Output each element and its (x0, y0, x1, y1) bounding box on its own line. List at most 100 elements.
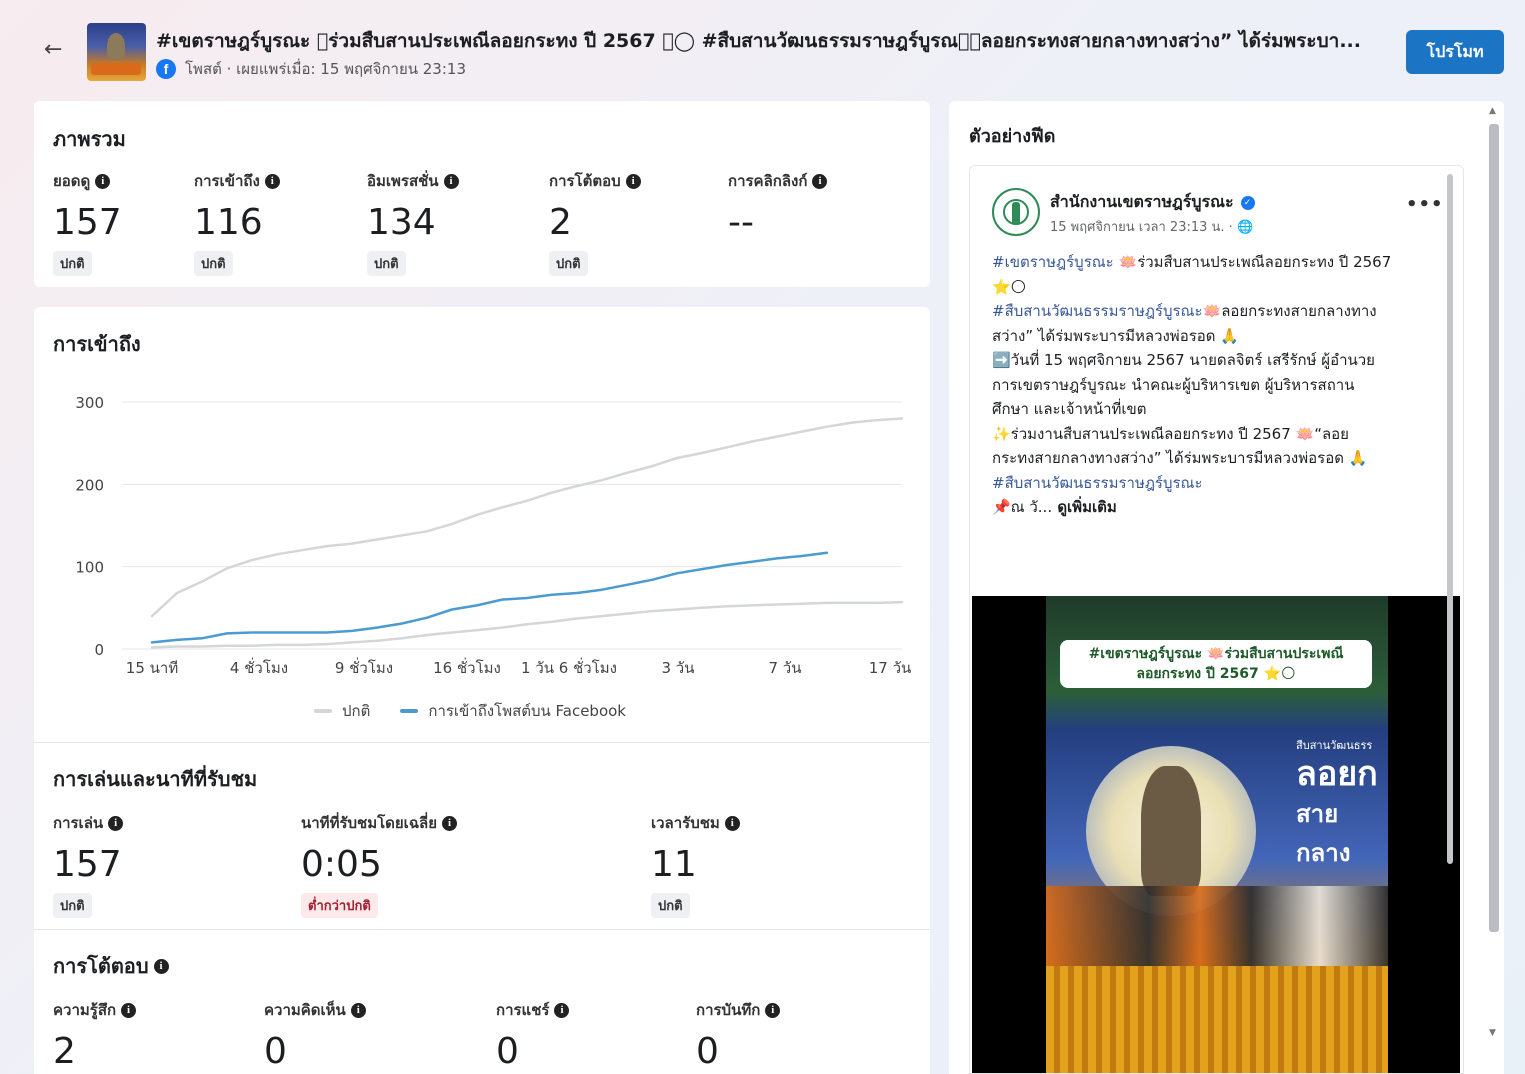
page-avatar[interactable] (992, 188, 1040, 236)
metric-label-text: การโต้ตอบ (549, 172, 621, 190)
y-tick-label: 200 (75, 476, 104, 494)
info-icon[interactable]: i (812, 173, 828, 189)
post-text: ศึกษา และเจ้าหน้าที่เขต (992, 400, 1147, 418)
post-text: 🪷ร่วมสืบสานประเพณีลอยกระทง ปี 2567 (1113, 253, 1392, 271)
metric-label-text: ความรู้สึก (53, 1001, 117, 1019)
scroll-thumb[interactable] (1489, 124, 1499, 932)
info-icon[interactable]: i (95, 173, 111, 189)
metric-card: เวลารับชม i 11 ปกติ (651, 811, 740, 918)
hashtag-link[interactable]: #สืบสานวัฒนธรรมราษฎร์บูรณะ (992, 302, 1203, 320)
metric-card: การบันทึก i 0 (696, 998, 781, 1072)
legend-item-normal[interactable]: ปกติ (314, 699, 370, 723)
metric-label-text: เวลารับชม (651, 814, 720, 832)
metric-label: นาทีที่รับชมโดยเฉลี่ย i (301, 811, 458, 835)
page-name[interactable]: สำนักงานเขตราษฎร์บูรณะ ✓ (1050, 190, 1255, 215)
engagement-title-text: การโต้ตอบ (53, 954, 149, 978)
reach-chart: 300 200 100 0 15 นาที 4 ชั่วโมง 9 ชั่วโมง 16 ชั… (75, 394, 911, 677)
metric-card: ความรู้สึก i 2 (53, 998, 137, 1072)
video-sign-line: สืบสานวัฒนธรร (1296, 739, 1373, 752)
info-icon[interactable]: i (442, 815, 458, 831)
metric-label: การแชร์ i (496, 998, 570, 1022)
metric-label-text: การแชร์ (496, 1001, 550, 1019)
post-text: กระทงสายกลางทางสว่าง” ได้ร่มพระบารมีหลวง… (992, 449, 1368, 467)
post-thumbnail (87, 23, 146, 81)
status-badge: ปกติ (549, 251, 588, 276)
metric-value: 2 (549, 202, 572, 243)
page-name-text: สำนักงานเขตราษฎร์บูรณะ (1050, 192, 1234, 211)
metric-card: การเข้าถึง i 116 ปกติ (194, 169, 280, 276)
status-badge: ปกติ (651, 893, 690, 918)
metric-value: 2 (53, 1031, 76, 1072)
feed-preview-panel: ตัวอย่างฟีด สำนักงานเขตราษฎร์บูรณะ ✓ 15 … (949, 101, 1504, 1074)
post-video[interactable]: สืบสานวัฒนธรร ลอยก สายกลาง #เขตราษฎร์บูร… (972, 596, 1460, 1073)
promote-button[interactable]: โปรโมท (1406, 30, 1504, 74)
info-icon[interactable]: i (443, 173, 459, 189)
status-badge: ต่ำกว่าปกติ (301, 893, 378, 918)
post-text: ✨ร่วมงานสืบสานประเพณีลอยกระทง ปี 2567 🪷“… (992, 424, 1349, 443)
info-icon[interactable]: i (554, 1002, 570, 1018)
info-icon[interactable]: i (724, 815, 740, 831)
post-meta: f โพสต์ · เผยแพร่เมื่อ: 15 พฤศจิกายน 23:… (156, 57, 466, 81)
legend-swatch-normal (314, 709, 332, 713)
metric-value: -- (728, 202, 754, 243)
info-icon[interactable]: i (350, 1002, 366, 1018)
overview-panel: ภาพรวม ยอดดู i 157 ปกติ การเข้าถึง i 116 ปกติ อิ… (34, 101, 930, 287)
reach-title: การเข้าถึง (53, 332, 141, 356)
metric-value: 0 (264, 1031, 287, 1072)
legend-swatch-post-reach (400, 709, 419, 713)
feed-card-scrollbar[interactable] (1447, 174, 1453, 864)
metric-label: ยอดดู i (53, 169, 122, 193)
info-icon[interactable]: i (108, 815, 124, 831)
page-scrollbar[interactable]: ▲ ▼ (1487, 106, 1501, 1046)
x-tick-label: 16 ชั่วโมง (433, 657, 501, 677)
metric-value: 116 (194, 202, 263, 243)
metric-value: 11 (651, 844, 697, 885)
more-options-icon[interactable]: ••• (1406, 194, 1444, 215)
x-tick-label: 3 วัน (662, 659, 695, 677)
y-tick-label: 300 (75, 394, 104, 412)
metric-label-text: นาทีที่รับชมโดยเฉลี่ย (301, 814, 438, 832)
metric-label-text: การบันทึก (696, 1001, 761, 1019)
feed-preview-title: ตัวอย่างฟีด (969, 126, 1056, 147)
verified-badge-icon: ✓ (1240, 195, 1255, 210)
hashtag-link[interactable]: #เขตราษฎร์บูรณะ (992, 253, 1114, 271)
metric-label: การโต้ตอบ i (549, 169, 641, 193)
post-text: ➡️วันที่ 15 พฤศจิกายน 2567 นายดลจิตร์ เส… (992, 351, 1375, 369)
info-icon[interactable]: i (121, 1002, 137, 1018)
post-text: สว่าง” ได้ร่มพระบารมีหลวงพ่อรอด 🙏 (992, 326, 1239, 345)
chart-legend: ปกติ การเข้าถึงโพสต์บน Facebook (314, 699, 656, 723)
info-icon[interactable]: i (264, 173, 280, 189)
series-line-normal-range[interactable] (150, 600, 904, 649)
video-sign-line: สายกลาง (1296, 800, 1351, 867)
post-text: การเขตราษฎร์บูรณะ นำคณะผู้บริหารเขต ผู้บ… (992, 375, 1355, 394)
x-tick-label: 15 นาที (126, 659, 178, 677)
video-sign-text: สืบสานวัฒนธรร ลอยก สายกลาง (1296, 736, 1386, 867)
metric-card: อิมเพรสชั่น i 134 ปกติ (367, 169, 459, 276)
metric-label: การเข้าถึง i (194, 169, 280, 193)
metric-value: 157 (53, 202, 122, 243)
series-line-normal-range[interactable] (150, 417, 904, 618)
hashtag-link[interactable]: #สืบสานวัฒนธรรมราษฎร์บูรณะ (992, 473, 1203, 492)
metric-label: การเล่น i (53, 811, 124, 835)
back-arrow-icon[interactable]: ← (44, 37, 63, 62)
status-badge: ปกติ (194, 251, 233, 276)
see-more-link[interactable]: ดูเพิ่มเติม (1052, 498, 1117, 516)
metric-card: ความคิดเห็น i 0 (264, 998, 366, 1072)
metric-label: ความรู้สึก i (53, 998, 137, 1022)
metric-label: เวลารับชม i (651, 811, 740, 835)
post-text: 📌ณ วั... (992, 498, 1053, 516)
series-line-post-reach[interactable] (150, 551, 829, 644)
scroll-up-icon[interactable]: ▲ (1489, 106, 1496, 116)
status-badge: ปกติ (53, 893, 92, 918)
info-icon[interactable]: i (625, 173, 641, 189)
metric-label-text: ความคิดเห็น (264, 1001, 346, 1019)
playback-title: การเล่นและนาทีที่รับชม (53, 767, 258, 791)
metric-label-text: ยอดดู (53, 172, 91, 190)
scroll-down-icon[interactable]: ▼ (1489, 1028, 1496, 1038)
y-tick-label: 100 (75, 559, 104, 577)
legend-item-post-reach[interactable]: การเข้าถึงโพสต์บน Facebook (400, 699, 626, 723)
info-icon[interactable]: i (153, 958, 169, 974)
post-timestamp[interactable]: 15 พฤศจิกายน เวลา 23:13 น. · 🌐 (1050, 220, 1254, 235)
info-icon[interactable]: i (765, 1002, 781, 1018)
status-badge: ปกติ (53, 251, 92, 276)
